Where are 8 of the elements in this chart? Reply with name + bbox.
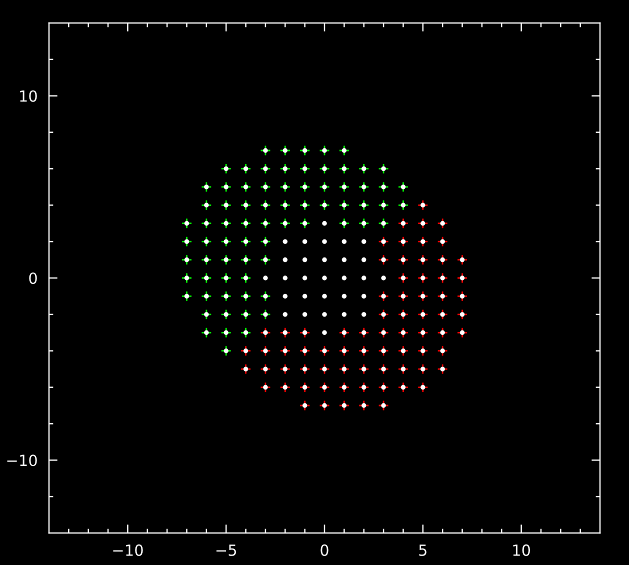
x-tick-label: 0: [320, 544, 328, 556]
x-tick-label: −10: [113, 544, 143, 556]
y-tick-label: 10: [20, 90, 37, 102]
x-tick-label: −5: [216, 544, 236, 556]
x-tick-label: 10: [513, 544, 530, 556]
y-tick-label: −10: [7, 454, 37, 466]
y-tick-label: 0: [29, 272, 37, 284]
x-tick-label: 5: [419, 544, 426, 556]
